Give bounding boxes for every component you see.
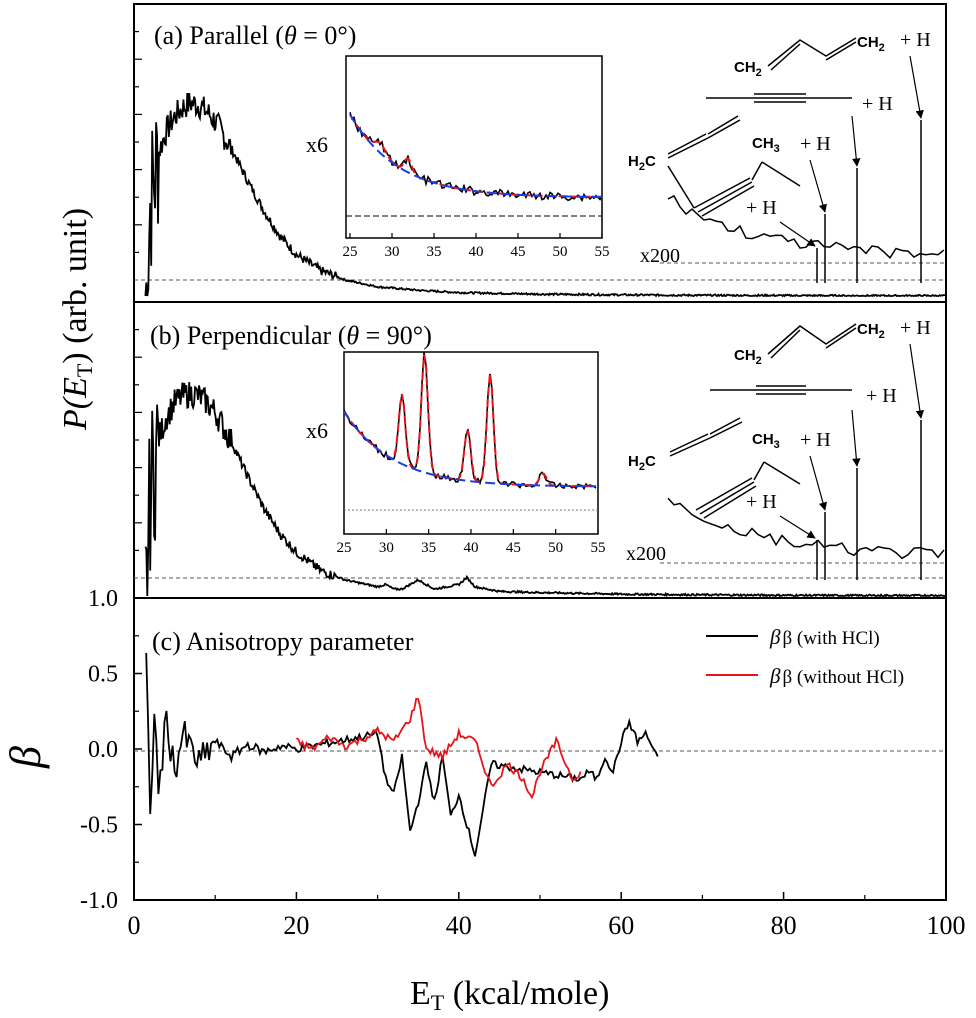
x-tick-label: 80 bbox=[771, 911, 797, 940]
panel-b-inset-fit-blue bbox=[343, 410, 596, 488]
panel-a-title: (a) Parallel (θ = 0°) bbox=[154, 21, 356, 50]
panel-b-title: (b) Perpendicular (θ = 90°) bbox=[150, 321, 432, 350]
svg-text:CH2: CH2 bbox=[857, 321, 885, 341]
svg-text:x6: x6 bbox=[306, 132, 328, 157]
svg-text:+ H: + H bbox=[862, 93, 893, 115]
svg-text:ββ (without HCl): ββ (without HCl) bbox=[769, 664, 904, 688]
y-axis-label-top: P(ET) (arb. unit) bbox=[57, 208, 97, 431]
panel-b-molecules: CH2 CH2 + H + H H2C CH3 + H + H bbox=[628, 317, 931, 539]
svg-text:CH3: CH3 bbox=[752, 431, 780, 451]
panel-a-zoom-tail bbox=[667, 194, 945, 259]
panel-b-y-ticks bbox=[134, 301, 142, 552]
x-axis-label: ET (kcal/mole) bbox=[410, 975, 609, 1015]
inset-x-tick-label: 45 bbox=[511, 244, 526, 260]
inset-x-tick-label: 50 bbox=[548, 540, 563, 556]
panel-b-zoom-label: x200 bbox=[626, 543, 666, 565]
svg-text:+ H: + H bbox=[900, 317, 931, 339]
inset-x-tick-label: 55 bbox=[591, 540, 606, 556]
x-axis-ticks: 0 20 40 60 80 100 bbox=[128, 892, 966, 940]
svg-text:H2C: H2C bbox=[628, 453, 656, 473]
panel-c-title: (c) Anisotropy parameter bbox=[152, 627, 414, 656]
inset-x-tick-label: 30 bbox=[379, 540, 394, 556]
y-tick-label: -1.0 bbox=[80, 888, 118, 914]
svg-text:+ H: + H bbox=[746, 197, 777, 219]
inset-x-tick-label: 25 bbox=[337, 540, 352, 556]
beta-without-hcl-line bbox=[295, 697, 582, 800]
panel-a-zoom-label: x200 bbox=[640, 245, 680, 267]
inset-x-tick-label: 30 bbox=[385, 244, 400, 260]
panel-b-curve bbox=[144, 381, 946, 598]
x-tick-label: 20 bbox=[283, 911, 309, 940]
panel-a-inset: 25 30 35 40 45 50 55 x6 bbox=[306, 55, 610, 260]
svg-text:+ H: + H bbox=[866, 385, 897, 407]
inset-x-tick-label: 50 bbox=[553, 244, 568, 260]
svg-text:+ H: + H bbox=[800, 133, 831, 155]
panel-a-thresholds bbox=[816, 120, 922, 283]
x-tick-label: 40 bbox=[446, 911, 472, 940]
panel-a-molecules: CH2 CH2 + H + H H2C CH3 + H + H bbox=[628, 29, 931, 247]
inset-x-tick-label: 40 bbox=[464, 540, 479, 556]
beta-with-hcl-line bbox=[145, 652, 659, 857]
svg-text:x6: x6 bbox=[306, 418, 328, 443]
x-tick-label: 100 bbox=[927, 911, 966, 940]
inset-x-tick-label: 45 bbox=[506, 540, 521, 556]
svg-text:+ H: + H bbox=[800, 429, 831, 451]
svg-text:+ H: + H bbox=[900, 29, 931, 51]
inset-x-tick-label: 40 bbox=[469, 244, 484, 260]
panel-b-thresholds bbox=[816, 420, 922, 580]
panel-b-inset: 25 30 35 40 45 50 55 x6 bbox=[306, 351, 606, 556]
panel-a-curve bbox=[144, 93, 946, 298]
inset-x-tick-label: 35 bbox=[427, 244, 442, 260]
y-tick-label: 0.0 bbox=[88, 737, 118, 763]
y-tick-label: 1.0 bbox=[88, 586, 118, 612]
panel-a-inset-fit-blue bbox=[349, 113, 602, 198]
svg-text:+ H: + H bbox=[746, 491, 777, 513]
panel-a-y-ticks bbox=[134, 3, 142, 253]
inset-x-tick-label: 55 bbox=[595, 244, 610, 260]
svg-text:CH3: CH3 bbox=[752, 135, 780, 155]
svg-text:H2C: H2C bbox=[628, 153, 656, 173]
svg-text:CH2: CH2 bbox=[734, 347, 762, 367]
panel-c-y-ticks: -1.0 -0.5 0.0 0.5 1.0 bbox=[80, 586, 142, 914]
svg-text:CH2: CH2 bbox=[734, 59, 762, 79]
y-axis-label-bottom: β bbox=[1, 746, 50, 769]
panel-b-zoom-tail bbox=[667, 497, 945, 560]
x-tick-label: 0 bbox=[128, 911, 141, 940]
x-tick-label: 60 bbox=[608, 911, 634, 940]
svg-text:CH2: CH2 bbox=[857, 34, 885, 54]
svg-text:ββ (with HCl): ββ (with HCl) bbox=[769, 625, 880, 649]
y-tick-label: 0.5 bbox=[88, 662, 118, 688]
inset-x-tick-label: 35 bbox=[421, 540, 436, 556]
y-tick-label: -0.5 bbox=[80, 813, 118, 839]
inset-x-tick-label: 25 bbox=[343, 244, 358, 260]
panel-a-inset-data bbox=[349, 112, 603, 203]
